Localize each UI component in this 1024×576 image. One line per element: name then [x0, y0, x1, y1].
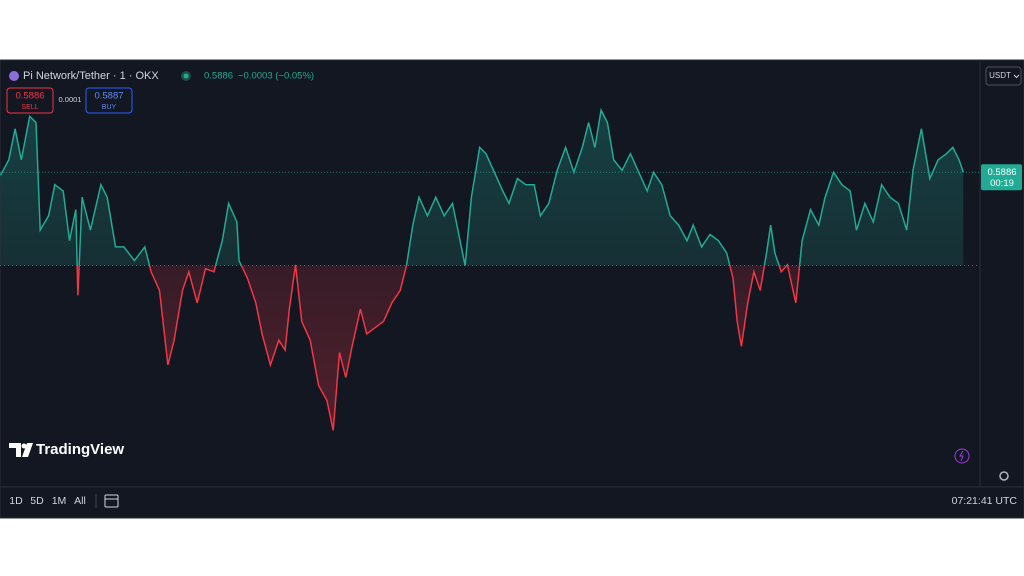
sell-button[interactable]: [6, 87, 54, 114]
settings-icon[interactable]: [999, 471, 1009, 481]
brand-logo-dot: [21, 443, 27, 449]
range-button[interactable]: 5D: [30, 495, 44, 507]
buy-button[interactable]: [85, 87, 133, 114]
calendar-icon[interactable]: [104, 494, 119, 508]
range-button[interactable]: 1M: [52, 495, 67, 507]
buy-label: BUY: [102, 104, 117, 111]
buy-price: 0.5887: [94, 91, 123, 102]
status-dot-inner: [183, 73, 189, 79]
area-down: [77, 265, 800, 431]
last-price-label: 0.5886: [987, 167, 1016, 178]
countdown-label: 00:19: [990, 178, 1014, 189]
price-line-up: [0, 107, 965, 266]
dropdown-caret: [1013, 74, 1020, 79]
symbol-icon: [9, 71, 19, 81]
alert-bolt: [959, 450, 964, 462]
currency-label: USDT: [989, 71, 1011, 80]
range-button[interactable]: All: [74, 495, 86, 507]
currency-button[interactable]: [985, 66, 1022, 86]
header-price: 0.5886: [204, 71, 233, 82]
price-line-down: [76, 265, 801, 431]
area-up: [0, 110, 964, 266]
spread: 0.0001: [59, 95, 82, 104]
alert-icon[interactable]: [954, 448, 970, 464]
brand-name: TradingView: [36, 441, 124, 458]
sell-label: SELL: [21, 104, 38, 111]
clock: 07:21:41 UTC: [952, 495, 1018, 507]
chart-panel: [0, 59, 1024, 519]
header-change: −0.0003 (−0.05%): [238, 71, 314, 82]
symbol-title[interactable]: Pi Network/Tether · 1 · OKX: [23, 70, 159, 82]
range-button[interactable]: 1D: [9, 495, 23, 507]
last-price-box: [981, 164, 1022, 191]
sell-price: 0.5886: [15, 91, 44, 102]
brand-logo: [9, 443, 33, 457]
